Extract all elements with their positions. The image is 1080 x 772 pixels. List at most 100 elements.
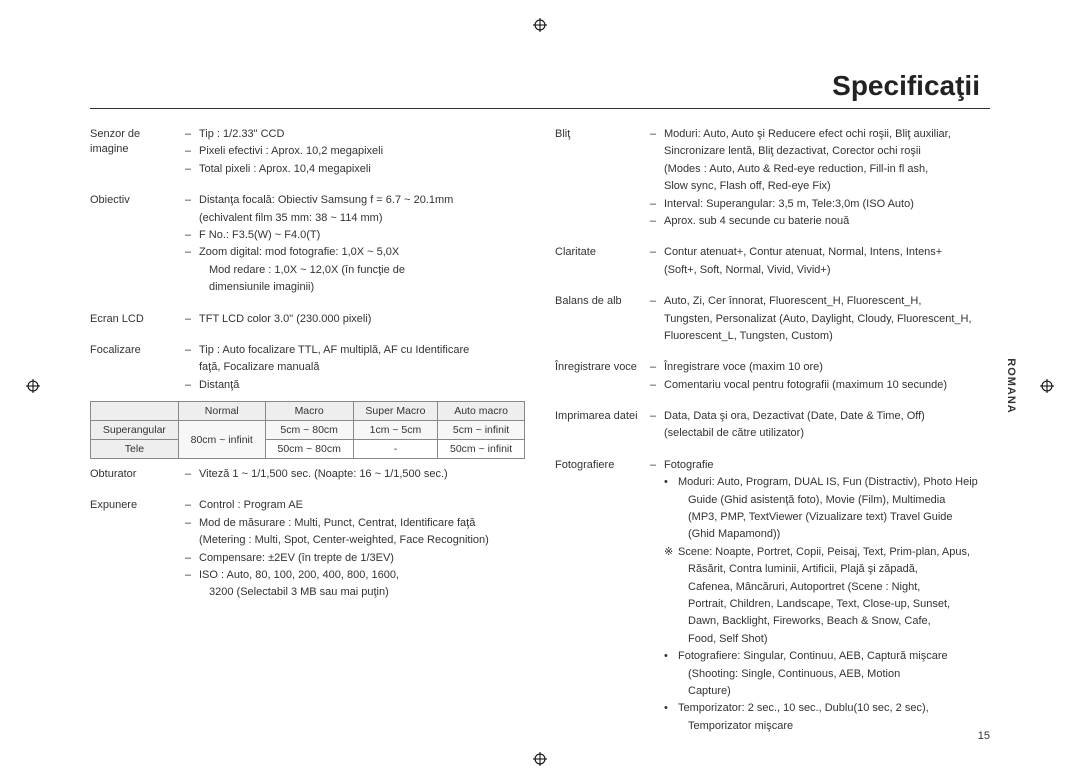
ft-r1c4: 50cm ~ infinit — [438, 440, 525, 459]
sensor-label: Senzor de imagine — [90, 127, 185, 179]
flash-label: Bliţ — [555, 127, 650, 231]
spec-voice: Înregistrare voce –Înregistrare voce (ma… — [555, 360, 990, 395]
language-side-label: ROMANA — [1004, 358, 1016, 414]
date-l1: Data, Data şi ora, Dezactivat (Date, Dat… — [664, 409, 925, 424]
sharp-l1: Contur atenuat+, Contur atenuat, Normal,… — [664, 245, 942, 260]
lens-values: –Distanţa focală: Obiectiv Samsung f = 6… — [185, 193, 525, 297]
voice-l2: Comentariu vocal pentru fotografii (maxi… — [664, 378, 947, 393]
date-label: Imprimarea datei — [555, 409, 650, 444]
spec-exposure: Expunere –Control : Program AE –Mod de m… — [90, 498, 525, 602]
shoot-b2b: (Shooting: Single, Continuous, AEB, Moti… — [650, 667, 990, 682]
shutter-l1: Viteză 1 ~ 1/1,500 sec. (Noapte: 16 ~ 1/… — [199, 467, 448, 482]
lcd-l1: TFT LCD color 3.0" (230.000 pixeli) — [199, 312, 371, 327]
shoot-s1e: Dawn, Backlight, Fireworks, Beach & Snow… — [650, 614, 990, 629]
shoot-s1c: Cafenea, Mâncăruri, Autoportret (Scene :… — [650, 580, 990, 595]
date-l1b: (selectabil de către utilizator) — [650, 426, 990, 441]
shoot-b1c: (MP3, PMP, TextViewer (Vizualizare text)… — [650, 510, 990, 525]
ft-r1c0: Tele — [91, 440, 179, 459]
spec-shutter: Obturator –Viteză 1 ~ 1/1,500 sec. (Noap… — [90, 467, 525, 484]
ft-h1: Normal — [178, 402, 265, 421]
wb-l1: Auto, Zi, Cer înnorat, Fluorescent_H, Fl… — [664, 294, 921, 309]
shoot-b2c: Capture) — [650, 684, 990, 699]
sensor-l3: Total pixeli : Aprox. 10,4 megapixeli — [199, 162, 371, 177]
ft-h4: Auto macro — [438, 402, 525, 421]
exposure-values: –Control : Program AE –Mod de măsurare :… — [185, 498, 525, 602]
lens-l1: Distanţa focală: Obiectiv Samsung f = 6.… — [199, 193, 453, 208]
ft-r0c0: Superangular — [91, 421, 179, 440]
shoot-label: Fotografiere — [555, 458, 650, 736]
lcd-label: Ecran LCD — [90, 312, 185, 329]
ft-r1c2: 50cm ~ 80cm — [265, 440, 353, 459]
exp-l2b: (Metering : Multi, Spot, Center-weighted… — [185, 533, 525, 548]
shoot-b2: Fotografiere: Singular, Continuu, AEB, C… — [678, 649, 948, 664]
shoot-b1: Moduri: Auto, Program, DUAL IS, Fun (Dis… — [678, 475, 978, 490]
ft-h0 — [91, 402, 179, 421]
exp-l4b: 3200 (Selectabil 3 MB sau mai puţin) — [185, 585, 525, 600]
ft-r0c3: 1cm ~ 5cm — [353, 421, 437, 440]
ft-h2: Macro — [265, 402, 353, 421]
ft-r0c1: 80cm ~ infinit — [178, 421, 265, 459]
flash-l3: Aprox. sub 4 secunde cu baterie nouă — [664, 214, 849, 229]
spec-focus: Focalizare –Tip : Auto focalizare TTL, A… — [90, 343, 525, 395]
flash-l1b: Sincronizare lentă, Bliţ dezactivat, Cor… — [650, 144, 990, 159]
sensor-l1: Tip : 1/2.33" CCD — [199, 127, 284, 142]
wb-l1b: Tungsten, Personalizat (Auto, Daylight, … — [650, 312, 990, 327]
shutter-label: Obturator — [90, 467, 185, 484]
shoot-s1f: Food, Self Shot) — [650, 632, 990, 647]
focus-distance-table: Normal Macro Super Macro Auto macro Supe… — [90, 401, 525, 459]
lens-l3c: dimensiunile imaginii) — [185, 280, 525, 295]
wb-l1c: Fluorescent_L, Tungsten, Custom) — [650, 329, 990, 344]
sharp-label: Claritate — [555, 245, 650, 280]
focus-label: Focalizare — [90, 343, 185, 395]
ft-r1c3: - — [353, 440, 437, 459]
voice-values: –Înregistrare voce (maxim 10 ore) –Comen… — [650, 360, 990, 395]
ft-r0c2: 5cm ~ 80cm — [265, 421, 353, 440]
lens-l3: Zoom digital: mod fotografie: 1,0X ~ 5,0… — [199, 245, 399, 260]
spec-lens: Obiectiv –Distanţa focală: Obiectiv Sams… — [90, 193, 525, 297]
exp-l4: ISO : Auto, 80, 100, 200, 400, 800, 1600… — [199, 568, 399, 583]
spec-sharpness: Claritate –Contur atenuat+, Contur atenu… — [555, 245, 990, 280]
flash-l1: Moduri: Auto, Auto şi Reducere efect och… — [664, 127, 951, 142]
ft-h3: Super Macro — [353, 402, 437, 421]
voice-l1: Înregistrare voce (maxim 10 ore) — [664, 360, 823, 375]
exp-l3: Compensare: ±2EV (în trepte de 1/3EV) — [199, 551, 394, 566]
shoot-b3: Temporizator: 2 sec., 10 sec., Dublu(10 … — [678, 701, 929, 716]
page-number: 15 — [978, 730, 990, 742]
date-values: –Data, Data şi ora, Dezactivat (Date, Da… — [650, 409, 990, 444]
shoot-s1b: Răsărit, Contra luminii, Artificii, Plaj… — [650, 562, 990, 577]
spec-wb: Balans de alb –Auto, Zi, Cer înnorat, Fl… — [555, 294, 990, 346]
spec-shooting: Fotografiere –Fotografie •Moduri: Auto, … — [555, 458, 990, 736]
focus-values: –Tip : Auto focalizare TTL, AF multiplă,… — [185, 343, 525, 395]
focus-l2: Distanţă — [199, 378, 239, 393]
ft-r0c4: 5cm ~ infinit — [438, 421, 525, 440]
sharp-values: –Contur atenuat+, Contur atenuat, Normal… — [650, 245, 990, 280]
lens-l2: F No.: F3.5(W) ~ F4.0(T) — [199, 228, 320, 243]
sensor-l2: Pixeli efectivi : Aprox. 10,2 megapixeli — [199, 144, 383, 159]
page-title: Specificaţii — [90, 70, 990, 102]
sharp-l1b: (Soft+, Soft, Normal, Vivid, Vivid+) — [650, 263, 990, 278]
focus-l1b: faţă, Focalizare manuală — [185, 360, 525, 375]
exp-l2: Mod de măsurare : Multi, Punct, Centrat,… — [199, 516, 475, 531]
page-content: Specificaţii Senzor de imagine –Tip : 1/… — [0, 0, 1080, 772]
wb-values: –Auto, Zi, Cer înnorat, Fluorescent_H, F… — [650, 294, 990, 346]
spec-date: Imprimarea datei –Data, Data şi ora, Dez… — [555, 409, 990, 444]
shoot-b1d: (Ghid Mapamond)) — [650, 527, 990, 542]
sensor-values: –Tip : 1/2.33" CCD –Pixeli efectivi : Ap… — [185, 127, 525, 179]
shoot-b1b: Guide (Ghid asistenţă foto), Movie (Film… — [650, 493, 990, 508]
right-column: Bliţ –Moduri: Auto, Auto şi Reducere efe… — [555, 127, 990, 742]
lens-label: Obiectiv — [90, 193, 185, 297]
spec-flash: Bliţ –Moduri: Auto, Auto şi Reducere efe… — [555, 127, 990, 231]
shoot-s1d: Portrait, Children, Landscape, Text, Clo… — [650, 597, 990, 612]
shoot-b3b: Temporizator mişcare — [650, 719, 990, 734]
lens-l1b: (echivalent film 35 mm: 38 ~ 114 mm) — [185, 211, 525, 226]
spec-lcd: Ecran LCD –TFT LCD color 3.0" (230.000 p… — [90, 312, 525, 329]
lens-l3b: Mod redare : 1,0X ~ 12,0X (în funcţie de — [185, 263, 525, 278]
flash-l1c: (Modes : Auto, Auto & Red-eye reduction,… — [650, 162, 990, 177]
focus-l1: Tip : Auto focalizare TTL, AF multiplă, … — [199, 343, 469, 358]
shoot-l1: Fotografie — [664, 458, 714, 473]
exposure-label: Expunere — [90, 498, 185, 602]
spec-sensor: Senzor de imagine –Tip : 1/2.33" CCD –Pi… — [90, 127, 525, 179]
shoot-values: –Fotografie •Moduri: Auto, Program, DUAL… — [650, 458, 990, 736]
left-column: Senzor de imagine –Tip : 1/2.33" CCD –Pi… — [90, 127, 525, 742]
voice-label: Înregistrare voce — [555, 360, 650, 395]
